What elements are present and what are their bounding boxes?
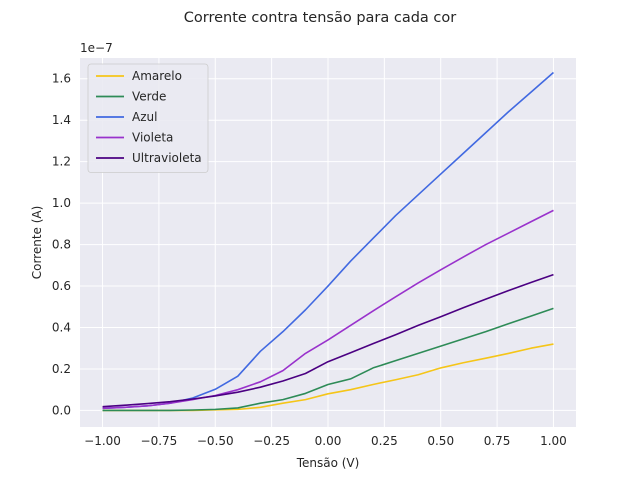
legend-label: Violeta bbox=[132, 131, 173, 145]
series-line-ultravioleta bbox=[102, 273, 554, 408]
x-tick-label: 0.75 bbox=[484, 434, 511, 448]
legend-box bbox=[87, 63, 209, 173]
legend-label: Amarelo bbox=[132, 69, 182, 83]
x-tick-label: 0.50 bbox=[427, 434, 454, 448]
x-tick-label: 0.00 bbox=[315, 434, 342, 448]
x-tick-label: −0.75 bbox=[141, 434, 178, 448]
tick-labels: −1.00 −0.75 −0.50 −0.25 0.00 0.25 0.50 0.75 1.00… bbox=[52, 72, 567, 448]
series-line-violeta bbox=[102, 209, 554, 410]
y-axis-label: Corrente (A) bbox=[30, 206, 44, 280]
y-tick-label: 0.2 bbox=[52, 362, 71, 376]
y-tick-label: 1.6 bbox=[52, 72, 71, 86]
legend-label: Verde bbox=[132, 90, 166, 104]
series-lines bbox=[102, 71, 554, 412]
x-tick-label: −1.00 bbox=[84, 434, 121, 448]
legend-label: Ultravioleta bbox=[132, 151, 202, 165]
x-tick-label: −0.25 bbox=[253, 434, 290, 448]
x-tick-label: 0.25 bbox=[371, 434, 398, 448]
x-tick-label: 1.00 bbox=[540, 434, 567, 448]
grid bbox=[80, 58, 576, 427]
y-tick-label: 0.0 bbox=[52, 403, 71, 417]
chart-title: Corrente contra tensão para cada cor bbox=[184, 10, 457, 26]
legend-label: Azul bbox=[132, 110, 157, 124]
x-axis-label: Tensão (V) bbox=[296, 456, 360, 470]
y-tick-label: 1.2 bbox=[52, 155, 71, 169]
y-offset-label: 1e−7 bbox=[80, 41, 113, 55]
legend: Amarelo Verde Azul Violeta Ultravioleta bbox=[87, 63, 209, 173]
y-tick-label: 1.0 bbox=[52, 196, 71, 210]
series-line-verde bbox=[102, 307, 554, 412]
y-tick-label: 0.4 bbox=[52, 320, 71, 334]
y-tick-label: 1.4 bbox=[52, 113, 71, 127]
y-tick-label: 0.6 bbox=[52, 279, 71, 293]
x-tick-label: −0.50 bbox=[197, 434, 234, 448]
y-tick-label: 0.8 bbox=[52, 238, 71, 252]
